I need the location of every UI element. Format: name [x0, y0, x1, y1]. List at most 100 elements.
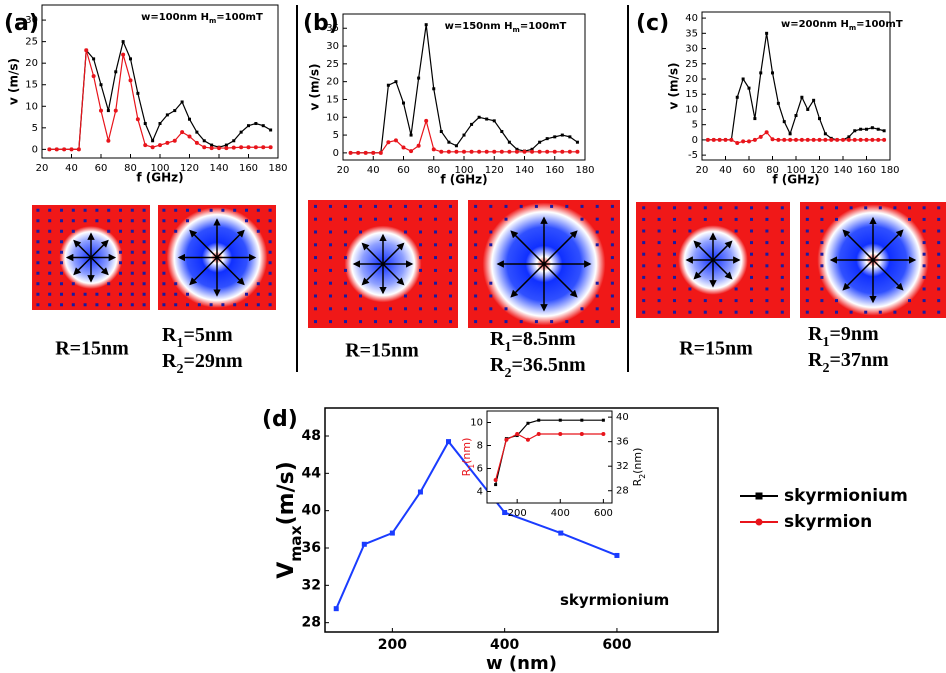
marker — [247, 124, 250, 128]
spin-dot — [922, 287, 926, 291]
spin-dot — [474, 268, 478, 272]
text-part: m — [849, 24, 856, 32]
spin-arrow — [543, 263, 578, 298]
spin-dot — [750, 252, 753, 256]
spin-dot — [449, 230, 452, 234]
spin-dot — [673, 299, 676, 303]
spin-dot — [449, 204, 452, 208]
annotation: w=150nm Hm=100mT — [445, 21, 567, 34]
spin-dot — [130, 271, 134, 275]
spin-dot — [419, 230, 422, 234]
spin-dot — [344, 204, 347, 208]
spin-texture — [32, 205, 150, 310]
x-axis-label: f (GHz) — [136, 171, 183, 185]
spin-dot — [750, 217, 753, 221]
marker — [568, 135, 572, 139]
spin-dot — [780, 287, 784, 291]
spin-dot — [780, 217, 784, 221]
spin-dot — [765, 275, 769, 279]
x-tick-label: 20 — [696, 165, 709, 176]
y-tick-label: 0 — [32, 144, 38, 155]
y-tick-label: 5 — [333, 130, 339, 141]
y-tick-label: 25 — [685, 59, 698, 70]
spin-arrow — [189, 229, 218, 259]
spin-dot — [893, 310, 897, 314]
x-tick-label: 180 — [880, 165, 899, 176]
marker — [54, 147, 59, 152]
marker — [782, 120, 786, 124]
spin-dot — [805, 217, 809, 221]
marker — [741, 139, 746, 144]
spin-dot — [48, 208, 52, 212]
spin-arrow — [382, 263, 405, 286]
spin-dot — [119, 261, 122, 265]
spin-dot — [60, 292, 63, 296]
spin-dot — [197, 303, 201, 307]
spin-dot — [922, 241, 926, 245]
spin-dot — [657, 241, 661, 245]
spin-dot — [419, 243, 422, 247]
spin-texture — [800, 202, 946, 318]
y-tick-label: 25 — [25, 37, 38, 48]
marker — [829, 137, 834, 142]
spin-dot — [780, 310, 784, 314]
spin-dot — [595, 217, 599, 221]
spin-dot — [765, 229, 769, 233]
caption: R2=37nm — [808, 349, 889, 376]
marker — [794, 114, 798, 118]
spin-dot — [550, 204, 554, 208]
marker — [239, 145, 244, 150]
spin-arrow — [90, 256, 109, 276]
spin-dot — [610, 243, 614, 247]
spin-dot — [245, 219, 248, 223]
spin-dot — [610, 320, 614, 324]
marker — [579, 432, 584, 436]
marker — [870, 126, 874, 130]
text-part: w=200nm H — [781, 19, 849, 30]
spin-dot — [673, 241, 676, 245]
x-tick-label: 40 — [367, 165, 380, 176]
caption: R2=29nm — [162, 350, 243, 377]
spin-dot — [130, 261, 134, 265]
spin-dot — [419, 268, 422, 272]
y-tick-label: 6 — [477, 464, 483, 475]
spin-dot — [359, 307, 362, 311]
text-part: R — [808, 349, 823, 371]
spin-dot — [71, 303, 75, 307]
legend-label: skyrmion — [784, 512, 872, 532]
spin-dot — [765, 217, 769, 221]
marker — [371, 150, 376, 155]
marker — [806, 107, 810, 111]
marker — [882, 129, 886, 133]
x-tick-label: 400 — [551, 508, 570, 519]
y-tick-label: 20 — [685, 74, 698, 85]
spin-dot — [642, 229, 646, 233]
spin-dot — [36, 208, 40, 212]
spin-dot — [329, 294, 332, 298]
marker — [76, 147, 81, 152]
marker — [835, 137, 840, 142]
spin-dot — [130, 292, 134, 296]
text-part: m — [209, 17, 216, 25]
y-tick-label: 0 — [333, 148, 339, 159]
marker — [106, 138, 111, 143]
spin-dot — [344, 217, 347, 221]
marker — [224, 143, 228, 147]
spin-dot — [519, 204, 523, 208]
spin-dot — [489, 230, 493, 234]
y-axis-label: v (m/s) — [7, 58, 21, 105]
y2-axis-label: R2(nm) — [631, 448, 647, 487]
spin-dot — [83, 219, 87, 223]
marker — [823, 137, 828, 142]
marker — [601, 432, 606, 436]
marker — [129, 57, 132, 61]
spin-dot — [765, 252, 769, 256]
spin-dot — [389, 217, 392, 221]
spin-dot — [703, 217, 707, 221]
spin-dot — [162, 229, 166, 233]
y-tick-label: 0 — [692, 135, 698, 146]
x-tick-label: 200 — [508, 508, 527, 519]
y-tick-label: 15 — [25, 80, 38, 91]
spin-arrow — [693, 240, 714, 261]
marker — [494, 483, 498, 487]
